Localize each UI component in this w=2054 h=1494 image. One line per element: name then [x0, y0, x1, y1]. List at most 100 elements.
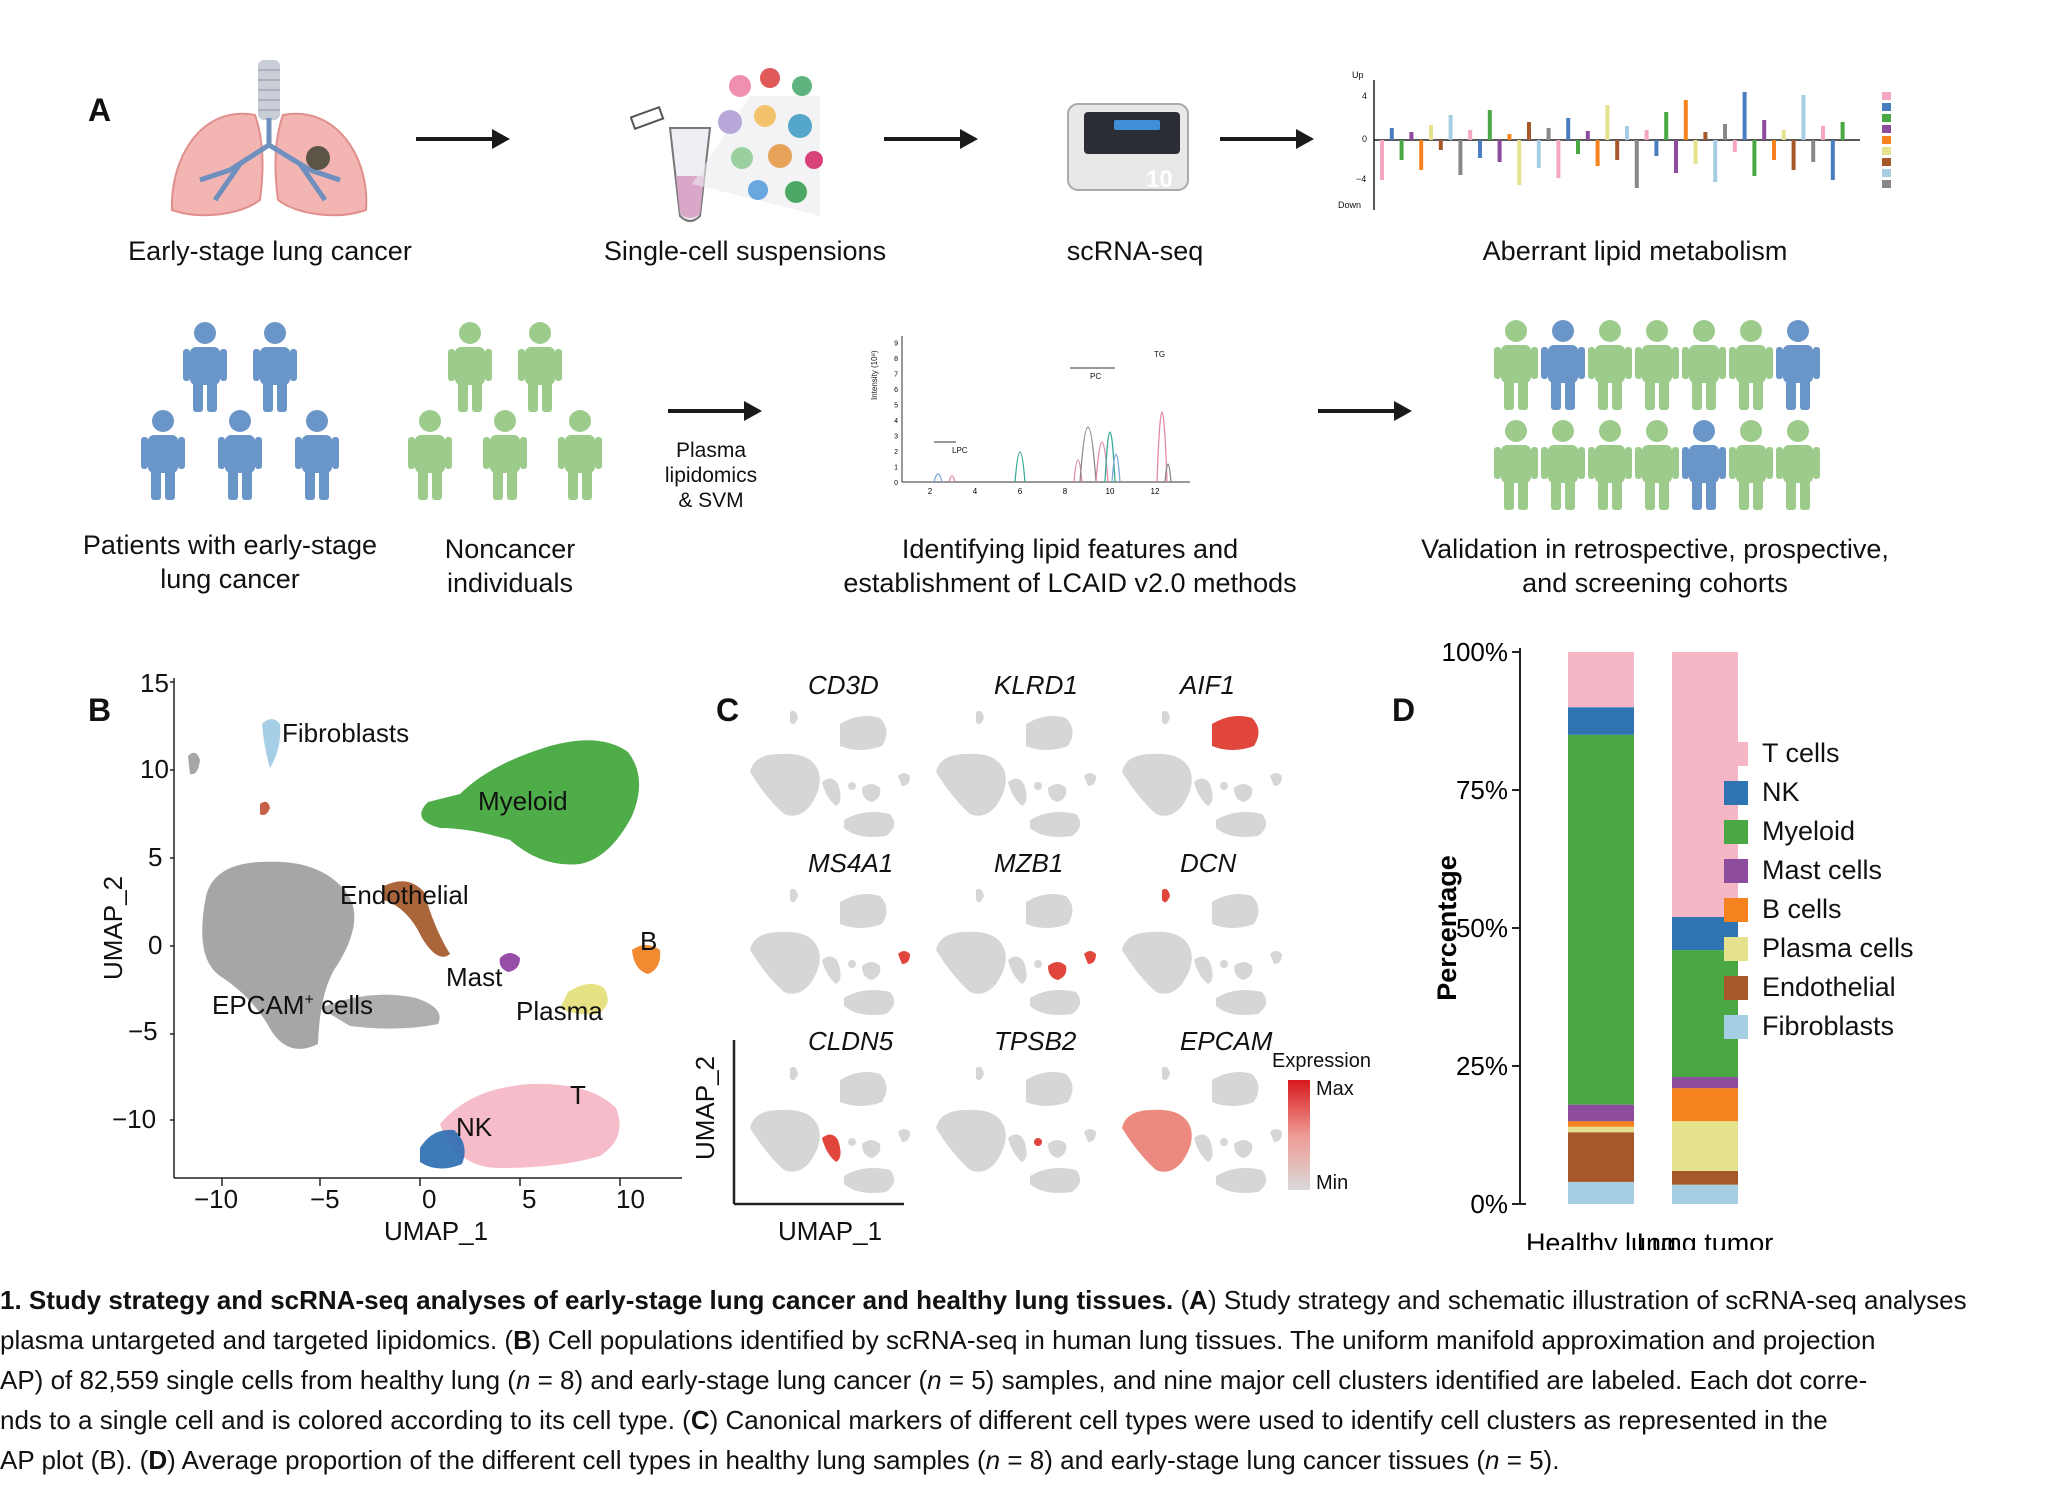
validation-person-icon: [1682, 320, 1726, 410]
feature-region: [1026, 894, 1073, 928]
feature-region: [1212, 716, 1259, 750]
instrument-badge: 10: [1146, 166, 1173, 193]
chrom-peak: [1014, 451, 1026, 483]
feature-region: [1220, 782, 1228, 790]
feature-plot-cldn5: CLDN5: [740, 1026, 920, 1198]
feature-region: [1270, 1129, 1282, 1142]
feature-plot-epcam: EPCAM: [1112, 1026, 1292, 1198]
feature-region: [1216, 990, 1267, 1015]
gene-label: CD3D: [808, 670, 879, 700]
legend-label: B cells: [1762, 894, 1842, 924]
mini-bar-mark: [1507, 134, 1512, 140]
feature-region: [1234, 784, 1253, 802]
legend-swatch: [1724, 819, 1748, 844]
mini-bar-legend-swatch: [1882, 147, 1891, 155]
lungs-illustration: [170, 60, 368, 217]
noncancer-person-icon: [408, 410, 452, 500]
feature-region: [862, 1140, 881, 1158]
chrom-x-tick: 8: [1063, 487, 1068, 496]
mini-bar-mark: [1429, 125, 1433, 140]
chrom-ylabel: Intensity (10⁸): [870, 350, 879, 400]
feature-region: [1220, 960, 1228, 968]
chrom-peak: [1079, 426, 1097, 483]
validation-person-icon: [1776, 320, 1820, 410]
feature-region: [840, 716, 887, 750]
mini-bar-mark: [1683, 100, 1688, 140]
feature-region: [1008, 956, 1027, 984]
feature-region: [976, 710, 984, 725]
chrom-y-tick: 7: [894, 372, 898, 379]
mini-bar-mark: [1478, 140, 1482, 158]
chrom-peak: [1104, 431, 1116, 483]
mini-bar-mark: [1487, 110, 1492, 140]
noncancer-person-icon: [448, 322, 492, 412]
feature-plot-cd3d: CD3D: [740, 670, 920, 842]
feature-region: [822, 1134, 841, 1162]
feature-plot-ms4a1: MS4A1: [740, 848, 920, 1020]
patient-person-icon: [295, 410, 339, 500]
feature-region: [840, 1072, 887, 1106]
feature-plot-aif1: AIF1: [1112, 670, 1292, 842]
mini-bar-mark: [1732, 140, 1737, 152]
legend-swatch: [1724, 741, 1748, 766]
noncancer-person-icon: [518, 322, 562, 412]
validation-person-icon: [1588, 420, 1632, 510]
validation-person-icon: [1729, 420, 1773, 510]
feature-region: [1026, 716, 1073, 750]
feature-region: [1034, 960, 1042, 968]
arrow-right-icon: [1220, 129, 1314, 149]
cluster-mast: [499, 953, 520, 972]
validation-person-icon: [1635, 420, 1679, 510]
cluster-epcam-cells: [202, 861, 355, 1049]
cluster-label-nk: NK: [456, 1112, 493, 1142]
mini-bar-mark: [1772, 140, 1776, 160]
feature-region: [976, 1066, 984, 1081]
mini-bar-mark: [1830, 140, 1835, 180]
feature-region: [844, 990, 895, 1015]
feature-region: [750, 1109, 820, 1172]
mini-bar-mark: [1556, 140, 1561, 178]
bar-segment-mast-cells: [1568, 1104, 1634, 1122]
umap-y-label: UMAP_2: [98, 875, 128, 980]
umap-x-tick: 0: [422, 1184, 437, 1214]
single-cell-suspension-illustration: [630, 68, 823, 222]
bar-y-tick-label: 75%: [1456, 775, 1508, 805]
bar-category-label: Healthy lung: [1526, 1228, 1676, 1250]
chrom-peak: [948, 475, 956, 483]
feature-region: [1034, 1138, 1042, 1146]
arrow-right-icon: [1318, 401, 1412, 421]
mini-bar-legend-swatch: [1882, 180, 1891, 188]
chrom-peak: [1164, 463, 1172, 483]
feature-region: [1122, 1109, 1192, 1172]
expression-legend-max: Max: [1316, 1078, 1354, 1100]
feature-region: [848, 960, 856, 968]
step-scrna-seq: scRNA-seq: [1066, 236, 1204, 266]
feature-plot-grid: CD3D KLRD1 AIF1 MS4A1 MZB1 DCN CLDN5 TPSB2 EPCAM: [740, 670, 1300, 1210]
feature-region: [936, 931, 1006, 994]
umap-y-tick: 10: [140, 754, 169, 784]
feature-region: [1234, 962, 1253, 980]
mini-bar-mark: [1625, 126, 1629, 140]
bar-y-tick-label: 0%: [1470, 1189, 1508, 1219]
chrom-x-tick: 2: [928, 487, 933, 496]
expression-gradient-bar: [1288, 1080, 1310, 1190]
feature-region: [1220, 1138, 1228, 1146]
mini-bar-mark: [1752, 140, 1757, 176]
feature-region: [1030, 990, 1081, 1015]
step-early-stage-lung-cancer: Early-stage lung cancer: [128, 236, 412, 266]
mini-bar-up-label: Up: [1352, 70, 1364, 80]
feature-region: [1008, 778, 1027, 806]
umap-x-tick: −10: [194, 1184, 239, 1214]
feature-region: [1212, 1072, 1259, 1106]
feature-region: [1216, 812, 1267, 837]
step-single-cell-suspensions: Single-cell suspensions: [603, 236, 887, 266]
feature-region: [1234, 1140, 1253, 1158]
gene-label: DCN: [1180, 848, 1237, 878]
chrom-peak: [933, 473, 943, 483]
chrom-y-tick: 0: [894, 480, 898, 487]
cluster-label-b: B: [640, 926, 658, 956]
gene-label: EPCAM: [1180, 1026, 1273, 1056]
cluster-endothelial: [384, 881, 450, 957]
feature-region: [822, 956, 841, 984]
mini-bar-legend-swatch: [1882, 114, 1891, 122]
